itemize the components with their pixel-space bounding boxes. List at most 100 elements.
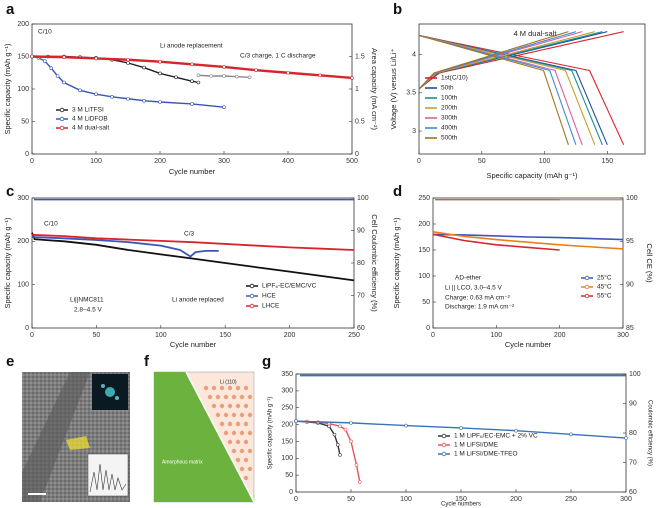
lithium-atom: [247, 412, 253, 418]
y-tick-label: 200: [418, 221, 430, 228]
series-point-3-m-litfsi: [196, 80, 201, 85]
lithium-atom: [235, 421, 241, 427]
series-point-1-m-lipf-ec-emc-2-vc: [336, 443, 340, 447]
y2-tick-label: 0: [355, 151, 359, 158]
series-point-1-m-lifsi-dme-tfeo: [349, 421, 353, 425]
x-tick-label: 500: [346, 158, 358, 165]
lithium-atom: [227, 403, 233, 409]
chart-a-annot-replace: Li anode replacement: [160, 43, 223, 50]
legend-marker-4-m-lidfob: [59, 116, 65, 122]
series-line-lipf-ec-emc-vc: [31, 232, 355, 282]
x-tick-label: 200: [554, 332, 566, 339]
x-tick-label: 0: [30, 158, 34, 165]
legend-label-lipf-ec-emc-vc: LiPF₆-EC/EMC/VC: [262, 283, 317, 290]
series-point-after-replacement: [222, 74, 226, 78]
y2-tick-label: 90: [629, 400, 637, 407]
lithium-atom: [247, 466, 253, 472]
lithium-atom: [239, 430, 245, 436]
lithium-atom: [223, 394, 229, 400]
line-profile-curve: [89, 463, 127, 493]
x-tick-label: 300: [620, 496, 632, 503]
legend-marker-1-m-lifsi-dme-tfeo: [441, 451, 447, 457]
lithium-atom: [243, 403, 249, 409]
panel-a-label: a: [6, 1, 15, 18]
lithium-atom: [231, 394, 237, 400]
x-tick-label: 100: [490, 332, 502, 339]
chart-d-frame: [432, 197, 624, 329]
y-tick-label: 3.5: [406, 90, 416, 97]
legend-label-4-m-lidfob: 4 M LiDFOB: [72, 116, 108, 123]
lithium-atom: [239, 448, 245, 454]
legend-label-1-m-lipf-ec-emc-2-vc: 1 M LiPF₆/EC-EMC + 2% VC: [454, 433, 538, 440]
chart-g-y2label: Coulombic efficiency (%): [646, 400, 652, 466]
legend-marker-lipf-ec-emc-vc: [249, 283, 255, 289]
lithium-atom: [219, 403, 225, 409]
x-tick-label: 100: [400, 496, 412, 503]
series-point-4-m-dual-salt: [254, 68, 258, 72]
chart-a-xlabel: Cycle number: [169, 167, 216, 176]
series-line-45-c: [432, 231, 624, 250]
series-point-4-m-lidfob: [55, 74, 60, 78]
series-point-1-m-lifsi-dme-tfeo: [514, 428, 518, 433]
series-point-4-m-lidfob: [110, 95, 114, 99]
x-tick-label: 0: [431, 332, 435, 339]
series-point-1-m-lifsi-dme: [338, 424, 342, 429]
x-tick-label: 100: [90, 158, 102, 165]
lithium-atom: [219, 385, 225, 391]
x-tick-label: 300: [218, 158, 230, 165]
chart-d-series: [432, 199, 624, 251]
lithium-atom: [247, 430, 253, 436]
fft-spot: [105, 387, 115, 397]
x-tick-label: 0: [294, 496, 298, 503]
lithium-lattice: [203, 385, 253, 481]
y2-tick-label: 90: [626, 282, 634, 289]
chart-a-series: [30, 54, 354, 109]
series-point-4-m-dual-salt: [62, 55, 66, 59]
chart-c-ticks: 0 50 100 150 200 250 0 100 200 300 60 70 80 90 100: [17, 195, 368, 339]
series-point-4-m-lidfob: [222, 105, 226, 109]
lithium-atom: [227, 421, 233, 427]
y-tick-label: 0: [289, 489, 293, 496]
legend-label-1-m-lifsi-dme: 1 M LiFSI/DME: [454, 442, 499, 449]
x-tick-label: 100: [539, 158, 551, 165]
x-tick-label: 150: [601, 158, 613, 165]
series-point-1-m-lifsi-dme-tfeo: [404, 423, 408, 428]
chart-d-ticks: 0 100 200 300 0 50 100 150 200 250 85 90 95 100: [418, 195, 637, 339]
series-line-hce: [31, 236, 219, 258]
series-point-4-m-lidfob: [126, 96, 130, 101]
chart-g-ylabel: Specific capacity (mAh g⁻¹): [268, 397, 274, 470]
series-line-25-c: [432, 233, 624, 241]
lithium-label: Li (110): [220, 379, 237, 385]
y2-tick-label: 100: [357, 195, 369, 202]
chart-g-series: [294, 374, 628, 484]
series-point-1-m-lifsi-dme: [343, 427, 348, 432]
legend-label-200th: 200th: [441, 105, 458, 112]
y2-tick-label: 70: [357, 292, 365, 299]
tem-highlight: [66, 436, 90, 450]
chart-d: 0 100 200 300 0 50 100 150 200 250 85 90 95 100 AD-et…: [392, 195, 654, 349]
lithium-atom: [239, 466, 245, 472]
series-point-4-m-lidfob: [158, 100, 162, 104]
y-tick-label: 100: [418, 273, 430, 280]
x-tick-label: 200: [284, 332, 296, 339]
series-point-3-m-litfsi: [126, 61, 130, 65]
lithium-atom: [243, 439, 249, 445]
panel-f-label: f: [144, 353, 150, 370]
discharge-curve-1st-c-10: [418, 34, 625, 146]
legend-label-100th: 100th: [441, 95, 458, 102]
x-tick-label: 100: [155, 332, 167, 339]
legend-label-3-m-litfsi: 3 M LiTFSI: [72, 107, 104, 114]
series-point-4-m-dual-salt: [318, 73, 322, 78]
series-point-1-m-lifsi-dme-tfeo: [569, 432, 573, 437]
x-tick-label: 250: [348, 332, 360, 339]
y-tick-label: 4: [412, 51, 416, 58]
legend-label-55-c: 55°C: [597, 292, 612, 300]
legend-marker-3-m-litfsi: [59, 107, 65, 113]
matrix-boundary: [185, 371, 255, 503]
chart-b-ylabel: Voltage (V) versus Li/Li⁺: [389, 48, 398, 129]
panel-g: g 0 50 100 150 200 250 300 0 50 100 150 200 250 300 35…: [262, 353, 652, 508]
lithium-atom: [215, 412, 221, 418]
y2-tick-label: 60: [629, 489, 637, 496]
y-tick-label: 150: [281, 438, 293, 445]
